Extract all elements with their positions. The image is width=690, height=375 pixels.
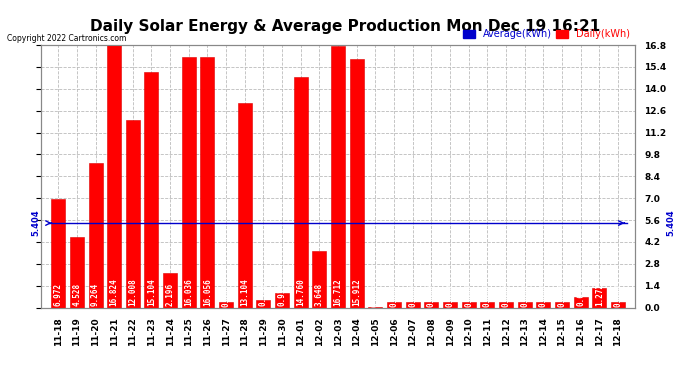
Text: 0.000: 0.000 (408, 284, 417, 307)
Bar (462, 302, 475, 307)
Text: 9.264: 9.264 (91, 283, 100, 306)
Text: 6.972: 6.972 (54, 283, 63, 306)
Text: 15.104: 15.104 (147, 279, 156, 306)
Bar (219, 302, 233, 307)
Bar (387, 302, 401, 307)
Bar (88, 163, 103, 308)
Bar (406, 302, 420, 307)
Bar (107, 45, 121, 308)
Text: 0.000: 0.000 (558, 284, 566, 307)
Text: 0.000: 0.000 (221, 284, 230, 307)
Bar (592, 288, 607, 308)
Text: 0.000: 0.000 (613, 284, 622, 307)
Bar (144, 72, 159, 308)
Text: 0.000: 0.000 (390, 284, 399, 307)
Text: 0.000: 0.000 (446, 284, 455, 307)
Text: Daily Solar Energy & Average Production Mon Dec 19 16:21: Daily Solar Energy & Average Production … (90, 19, 600, 34)
Text: 0.000: 0.000 (483, 284, 492, 307)
Bar (70, 237, 84, 308)
Text: 13.104: 13.104 (240, 279, 249, 306)
Legend: Average(kWh), Daily(kWh): Average(kWh), Daily(kWh) (463, 29, 630, 39)
Bar (536, 302, 551, 307)
Text: 0.912: 0.912 (277, 283, 286, 306)
Bar (313, 251, 326, 308)
Text: 0.000: 0.000 (427, 284, 436, 307)
Bar (424, 302, 438, 307)
Text: 1.272: 1.272 (595, 283, 604, 306)
Text: 5.404: 5.404 (31, 210, 40, 236)
Bar (257, 300, 270, 307)
Bar (499, 302, 513, 307)
Bar (294, 77, 308, 308)
Bar (555, 302, 569, 307)
Bar (331, 46, 345, 308)
Text: 0.488: 0.488 (259, 283, 268, 306)
Text: 0.000: 0.000 (502, 284, 511, 307)
Text: 0.000: 0.000 (539, 284, 548, 307)
Text: 4.528: 4.528 (72, 283, 81, 306)
Bar (611, 302, 625, 307)
Bar (201, 57, 215, 308)
Text: 0.000: 0.000 (520, 284, 529, 307)
Bar (350, 59, 364, 308)
Bar (126, 120, 140, 308)
Bar (573, 297, 588, 307)
Text: 0.656: 0.656 (576, 283, 585, 306)
Bar (518, 302, 532, 307)
Text: 0.024: 0.024 (371, 284, 380, 307)
Text: 16.824: 16.824 (110, 279, 119, 306)
Text: 15.912: 15.912 (353, 279, 362, 306)
Bar (163, 273, 177, 308)
Bar (443, 302, 457, 307)
Bar (182, 57, 196, 308)
Bar (275, 293, 289, 308)
Text: 5.404: 5.404 (666, 210, 675, 236)
Text: Copyright 2022 Cartronics.com: Copyright 2022 Cartronics.com (7, 34, 126, 43)
Bar (238, 103, 252, 308)
Bar (480, 302, 494, 307)
Text: 0.000: 0.000 (464, 284, 473, 307)
Text: 16.712: 16.712 (333, 279, 343, 306)
Text: 16.036: 16.036 (184, 279, 193, 306)
Text: 16.056: 16.056 (203, 279, 212, 306)
Text: 2.196: 2.196 (166, 283, 175, 306)
Text: 12.008: 12.008 (128, 279, 137, 306)
Bar (51, 199, 65, 308)
Text: 3.648: 3.648 (315, 283, 324, 306)
Bar (368, 307, 382, 308)
Text: 14.760: 14.760 (296, 279, 305, 306)
